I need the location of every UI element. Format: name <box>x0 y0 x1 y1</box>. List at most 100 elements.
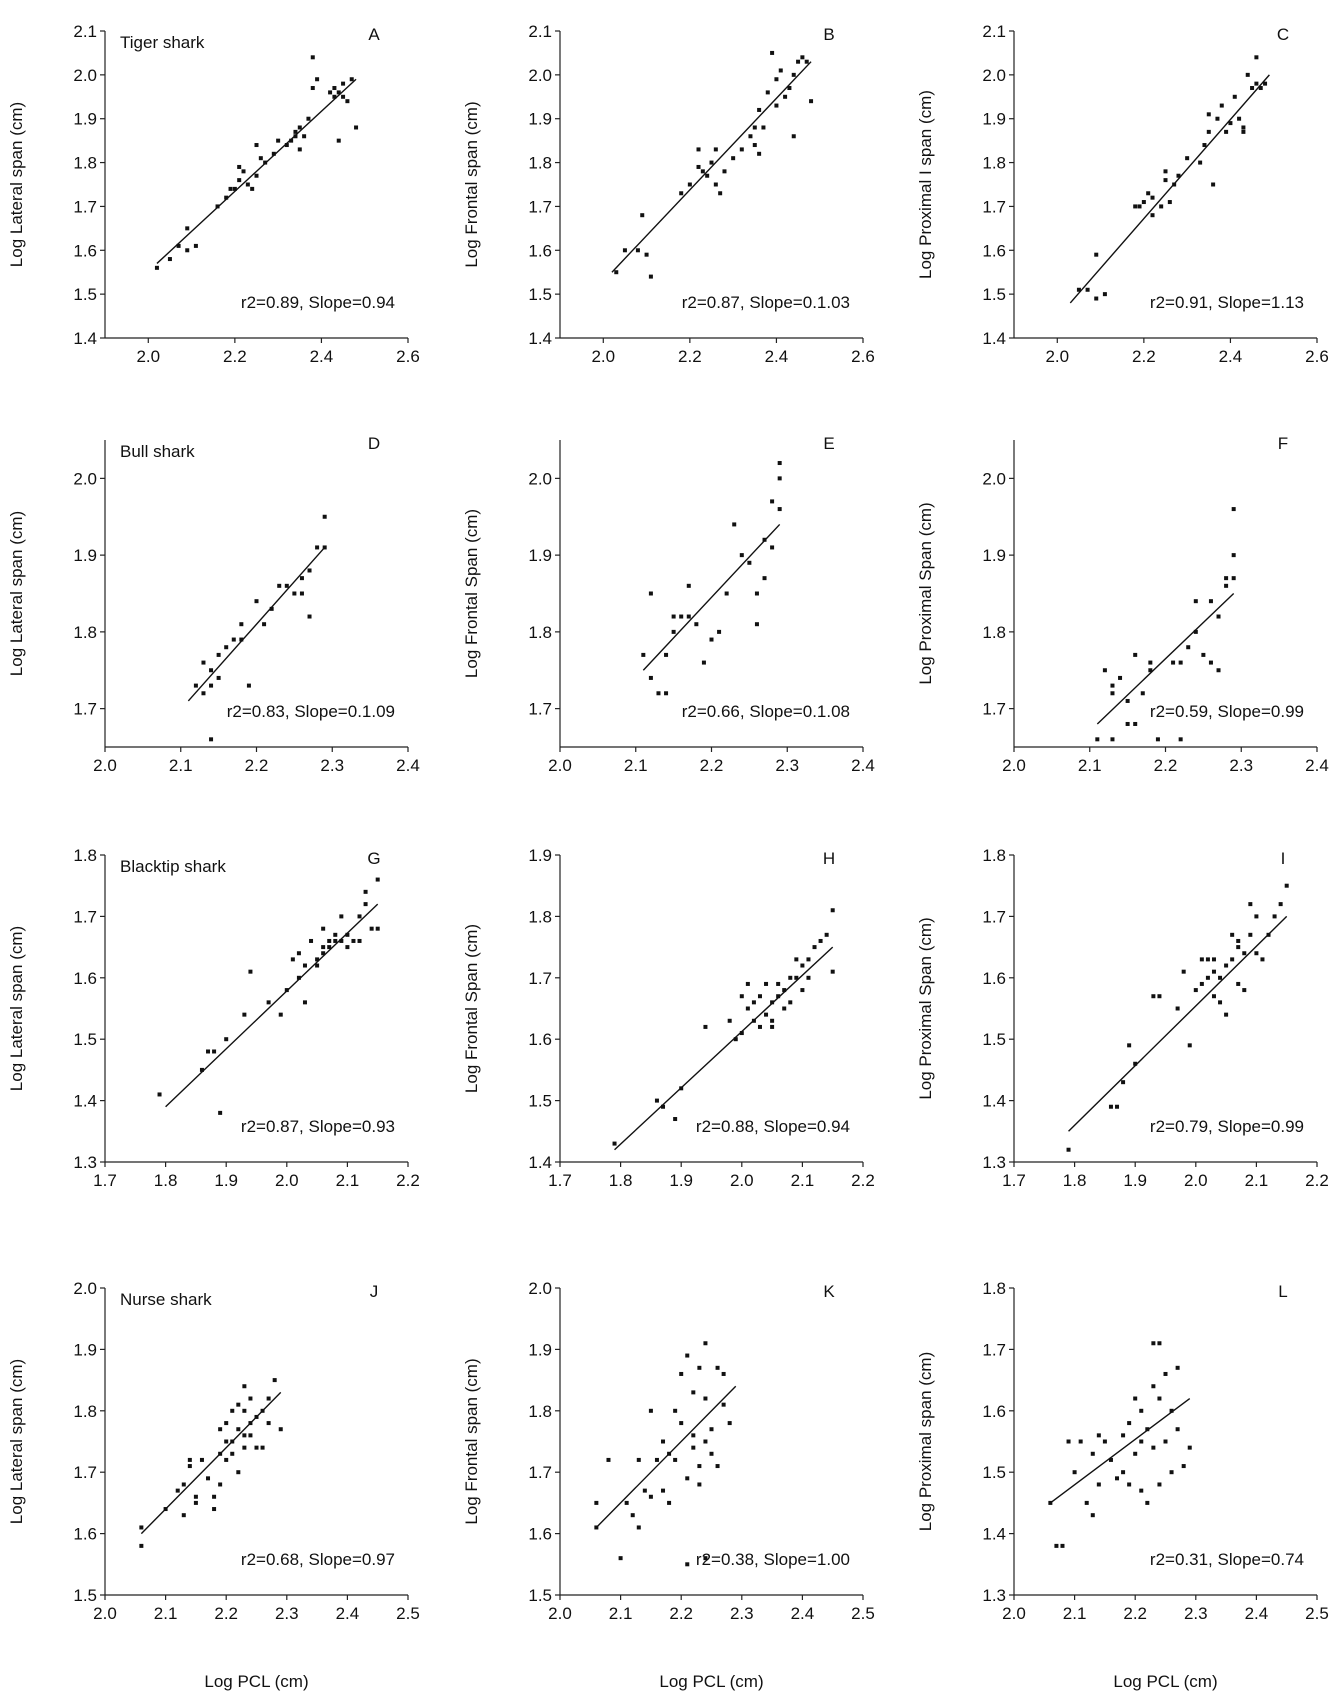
y-tick-label: 1.8 <box>73 846 97 865</box>
data-point <box>187 1464 192 1469</box>
data-point <box>654 1098 659 1103</box>
data-point <box>1232 94 1237 99</box>
data-point <box>1199 981 1204 986</box>
data-point <box>1205 975 1210 980</box>
data-point <box>1163 1439 1168 1444</box>
x-tick-label: 2.0 <box>136 347 160 366</box>
data-point <box>1096 1482 1101 1487</box>
data-point <box>1211 969 1216 974</box>
data-point <box>333 938 338 943</box>
data-point <box>1155 737 1160 742</box>
x-tick-label: 2.0 <box>1045 347 1069 366</box>
data-point <box>630 1513 635 1518</box>
data-point <box>691 1390 696 1395</box>
data-point <box>315 957 320 962</box>
data-point <box>614 270 619 275</box>
data-point <box>1206 129 1211 134</box>
y-tick-label: 1.4 <box>528 1153 552 1172</box>
data-point <box>1145 1427 1150 1432</box>
data-point <box>635 248 640 253</box>
data-point <box>167 257 172 262</box>
data-point <box>1133 204 1138 209</box>
data-point <box>209 683 214 688</box>
data-point <box>1151 1445 1156 1450</box>
data-point <box>1211 182 1216 187</box>
data-point <box>642 1488 647 1493</box>
data-point <box>193 1494 198 1499</box>
data-point <box>1151 994 1156 999</box>
data-point <box>1078 1439 1083 1444</box>
x-tick-label: 2.2 <box>1154 756 1178 775</box>
data-point <box>747 560 752 565</box>
y-tick-label: 1.8 <box>73 623 97 642</box>
data-point <box>644 252 649 257</box>
data-point <box>224 645 229 650</box>
data-point <box>715 1464 720 1469</box>
y-tick-label: 1.5 <box>528 285 552 304</box>
data-point <box>703 1024 708 1029</box>
x-tick-label: 2.6 <box>1305 347 1329 366</box>
chart-panel-j: 1.5 1.6 1.7 1.8 1.9 2.0 2.0 2.1 2.2 2.3 2.4 2.5 J Nur… <box>7 1279 420 1691</box>
species-label: Tiger shark <box>120 33 205 52</box>
data-point <box>1102 668 1107 673</box>
data-point <box>1175 1006 1180 1011</box>
y-tick-label: 1.7 <box>73 1463 97 1482</box>
data-point <box>1242 951 1247 956</box>
y-tick-label: 2.1 <box>528 22 552 41</box>
data-point <box>1254 81 1259 86</box>
data-point <box>745 1006 750 1011</box>
data-point <box>687 182 692 187</box>
data-point <box>691 1445 696 1450</box>
data-point <box>339 938 344 943</box>
data-point <box>1231 507 1236 512</box>
data-point <box>697 1464 702 1469</box>
x-tick-label: 2.1 <box>336 1171 360 1190</box>
data-point <box>176 243 181 248</box>
y-tick-label: 1.6 <box>528 1030 552 1049</box>
data-point <box>1236 945 1241 950</box>
data-point <box>664 691 669 696</box>
regression-line <box>595 1385 737 1528</box>
data-point <box>1231 576 1236 581</box>
data-point <box>752 143 757 148</box>
y-axis-title: Log Lateral span (cm) <box>7 1359 26 1524</box>
data-point <box>284 143 289 148</box>
x-tick-label: 1.9 <box>214 1171 238 1190</box>
data-point <box>762 576 767 581</box>
data-point <box>770 50 775 55</box>
data-point <box>748 134 753 139</box>
data-point <box>1205 957 1210 962</box>
data-point <box>224 1421 229 1426</box>
data-point <box>309 938 314 943</box>
data-point <box>139 1543 144 1548</box>
data-point <box>776 994 781 999</box>
data-point <box>1199 957 1204 962</box>
data-point <box>1178 660 1183 665</box>
data-point <box>375 877 380 882</box>
data-point <box>1066 1439 1071 1444</box>
x-tick-label: 2.3 <box>730 1604 754 1623</box>
data-point <box>691 1433 696 1438</box>
panel-letter: J <box>370 1282 379 1301</box>
y-tick-label: 1.6 <box>982 969 1006 988</box>
data-point <box>724 591 729 596</box>
data-point <box>673 1117 678 1122</box>
data-point <box>1228 121 1233 126</box>
data-point <box>1150 213 1155 218</box>
x-tick-label: 2.1 <box>154 1604 178 1623</box>
data-point <box>1169 1408 1174 1413</box>
data-point <box>770 1024 775 1029</box>
data-point <box>1110 737 1115 742</box>
data-point <box>800 988 805 993</box>
stats-label: r2=0.91, Slope=1.13 <box>1150 293 1304 312</box>
data-point <box>739 147 744 152</box>
y-tick-label: 1.7 <box>528 197 552 216</box>
x-tick-label: 1.7 <box>93 1171 117 1190</box>
data-point <box>1284 883 1289 888</box>
x-tick-label: 2.0 <box>591 347 615 366</box>
y-tick-label: 1.8 <box>982 1279 1006 1298</box>
data-point <box>783 94 788 99</box>
chart-panel-e: 1.7 1.8 1.9 2.0 2.0 2.1 2.2 2.3 2.4 Er2=0.66, Slo… <box>462 434 875 775</box>
data-point <box>812 945 817 950</box>
data-point <box>1193 988 1198 993</box>
